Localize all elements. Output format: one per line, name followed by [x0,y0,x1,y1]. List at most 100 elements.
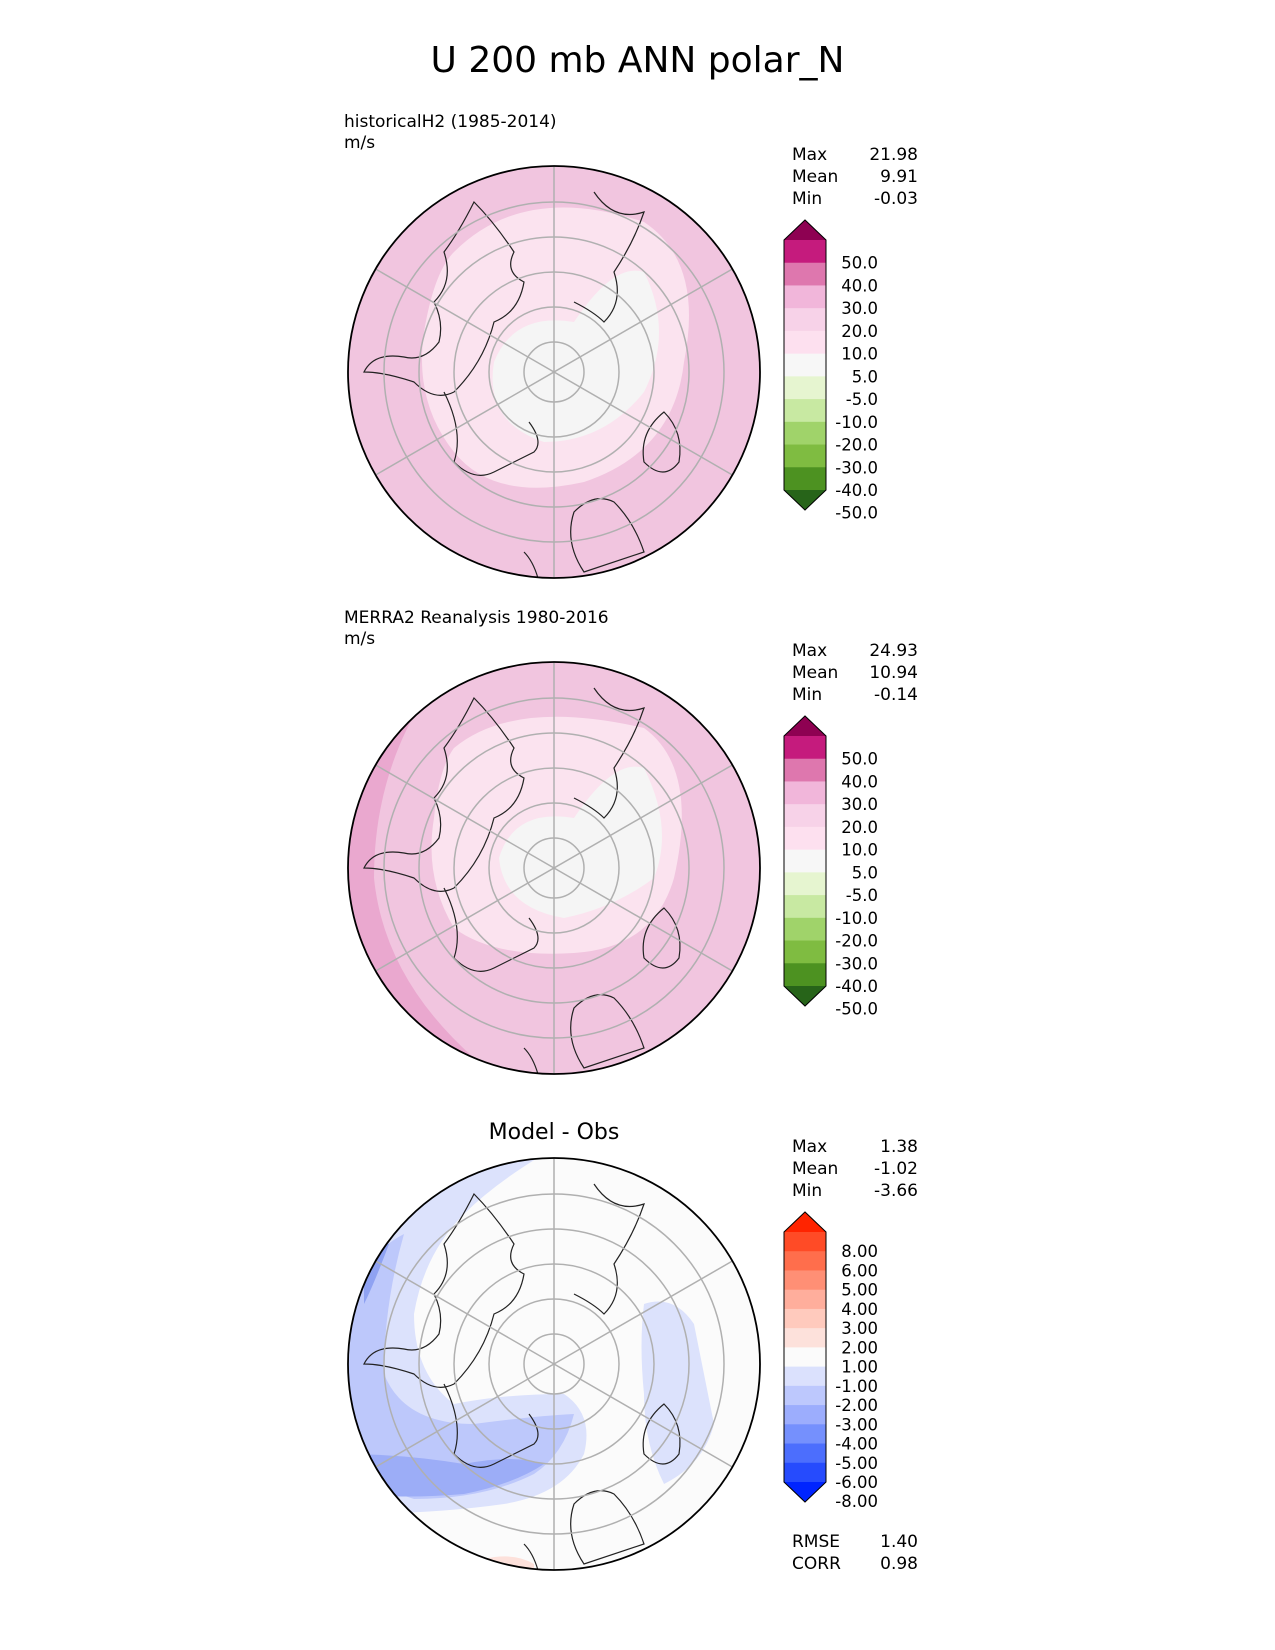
contour-neg2-neg1-east [641,1301,714,1484]
panel-diff-stats: Max 1.38 Mean -1.02 Min -3.66 [792,1136,918,1202]
colorbar-segment [784,1366,826,1387]
colorbar-tick-label: 30.0 [841,299,878,318]
colorbar-segment [784,1443,826,1464]
graticule [375,1158,733,1570]
map-boundary [347,1157,761,1571]
colorbar-segment [784,240,826,264]
metric-name: RMSE [792,1532,841,1552]
metric-name: CORR [792,1554,841,1574]
stat-name: Max [792,1137,828,1157]
contour-neg5-5 [492,270,659,442]
panel-test-title: historicalH2 (1985-2014) [344,112,557,132]
colorbar-tick-label: -50.0 [835,1000,878,1019]
colorbar-segment [784,1270,826,1291]
colorbar-segment [784,1385,826,1406]
stat-value: -3.66 [874,1181,918,1201]
colorbar-tick-label: 2.00 [841,1338,878,1357]
colorbar-segment [784,1405,826,1425]
colorbar-tick-label: 6.00 [841,1261,878,1280]
colorbar-segment [784,444,826,468]
colorbar-tick-label: 20.0 [841,322,878,341]
stat-name: Min [792,189,823,209]
colorbar-segment [784,1232,826,1252]
contour-neg3-neg2 [348,1234,574,1499]
stat-name: Mean [792,1159,839,1179]
colorbar-tick-label: -6.00 [835,1473,878,1492]
colorbar-tick-label: -40.0 [835,977,878,996]
colorbar-tick-label: -10.0 [835,909,878,928]
figure-title: U 200 mb ANN polar_N [430,40,845,81]
panel-reference-title: MERRA2 Reanalysis 1980-2016 [344,608,609,628]
colorbar-tick-label: -20.0 [835,436,878,455]
panel-test-units: m/s [344,133,376,153]
colorbar-tick-label: -1.00 [835,1377,878,1396]
colorbar-extend-max [784,220,826,240]
colorbar-tick-label: 10.0 [841,345,878,364]
colorbar-tick-label: -4.00 [835,1435,878,1454]
colorbar-extend-min [784,490,826,510]
colorbar-tick-label: -40.0 [835,481,878,500]
colorbar-tick-label: -30.0 [835,954,878,973]
colorbar-test: 50.0 40.0 30.0 20.0 10.0 5.0 -5.0 -10.0 -20.0 -30… [783,219,878,523]
metric-value: 0.98 [880,1554,918,1574]
colorbar-segment [784,1347,826,1368]
colorbar-tick-label: 10.0 [841,841,878,860]
colorbar-diff: 8.006.005.004.003.002.001.00-1.00-2.00-3… [783,1211,878,1511]
colorbar-segment [784,1462,826,1483]
colorbar-segment [784,353,826,377]
map-boundary [347,165,761,579]
polar-map-reference [347,661,761,1075]
colorbar-segment [784,1308,826,1329]
panel-test-label: historicalH2 (1985-2014) m/s [344,112,557,154]
colorbar-segment [784,895,826,919]
colorbar-segment [784,376,826,400]
stat-name: Min [792,1181,823,1201]
stat-value: -0.14 [874,685,918,705]
colorbar-reference: 50.0 40.0 30.0 20.0 10.0 5.0 -5.0 -10.0 -20.0 -30… [783,715,878,1019]
graticule [375,166,733,578]
colorbar-tick-label: -10.0 [835,413,878,432]
colorbar-outline [783,715,827,1007]
stat-value: -1.02 [874,1159,918,1179]
colorbar-segment [784,849,826,873]
colorbar-segment [784,872,826,896]
polar-map-test [347,165,761,579]
stat-name: Mean [792,663,839,683]
colorbar-tick-label: -2.00 [835,1396,878,1415]
panel-reference-stats: Max 24.93 Mean 10.94 Min -0.14 [792,640,918,706]
colorbar-tick-label: 30.0 [841,795,878,814]
colorbar-segment [784,1424,826,1445]
colorbar-segment [784,758,826,782]
stat-value: 24.93 [869,641,918,661]
stat-value: 21.98 [869,145,918,165]
colorbar-tick-label: -8.00 [835,1492,878,1511]
colorbar-segment [784,826,826,851]
stat-value: -0.03 [874,189,918,209]
colorbar-segment [784,736,826,760]
colorbar-tick-label: 5.0 [852,367,878,386]
colorbar-tick-label: 8.00 [841,1242,878,1261]
panel-reference-label: MERRA2 Reanalysis 1980-2016 m/s [344,608,609,650]
colorbar-segment [784,399,826,423]
colorbar-tick-label: 40.0 [841,276,878,295]
colorbar-extend-max [784,1212,826,1232]
colorbar-segment [784,421,826,446]
colorbar-segment [784,467,826,491]
colorbar-segment [784,1328,826,1348]
colorbar-tick-label: -20.0 [835,932,878,951]
colorbar-extend-max [784,716,826,736]
colorbar-tick-label: -30.0 [835,458,878,477]
colorbar-tick-label: -5.0 [846,886,878,905]
colorbar-tick-label: 5.00 [841,1281,878,1300]
colorbar-tick-label: 4.00 [841,1300,878,1319]
stat-value: 9.91 [880,167,918,187]
colorbar-segment [784,330,826,355]
map-boundary [347,661,761,1075]
colorbar-tick-label: 5.0 [852,863,878,882]
panel-diff-title: Model - Obs [488,1120,620,1145]
stat-value: 10.94 [869,663,918,683]
colorbar-outline [783,219,827,511]
colorbar-extend-min [784,986,826,1006]
stat-name: Min [792,685,823,705]
colorbar-tick-label: 3.00 [841,1319,878,1338]
